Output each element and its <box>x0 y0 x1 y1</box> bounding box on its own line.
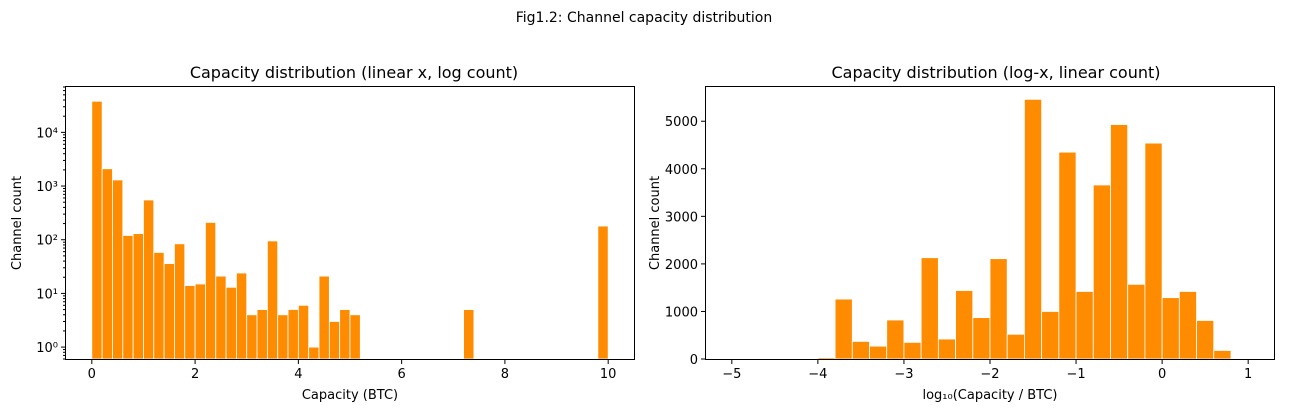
x-tick-label: 6 <box>397 367 405 382</box>
left-chart: Capacity distribution (linear x, log cou… <box>10 63 635 403</box>
y-tick-label: 5000 <box>665 115 698 130</box>
right-chart-y-ticks: 0 1000 2000 3000 4000 5000 <box>665 115 706 368</box>
bar <box>920 257 939 360</box>
bar <box>163 263 175 360</box>
bar <box>1127 283 1146 360</box>
bar <box>1058 151 1077 360</box>
left-chart-title: Capacity distribution (linear x, log cou… <box>190 63 518 82</box>
bar <box>1196 320 1215 360</box>
left-chart-xlabel: Capacity (BTC) <box>302 388 398 403</box>
y-tick-label: 10⁴ <box>36 126 58 141</box>
x-tick-label: 4 <box>294 367 302 382</box>
bar <box>174 243 186 360</box>
bar <box>339 309 351 360</box>
left-chart-bars <box>91 100 609 360</box>
bar <box>1024 98 1043 360</box>
bar <box>1075 291 1094 360</box>
bar <box>235 272 248 360</box>
right-chart: Capacity distribution (log-x, linear cou… <box>648 63 1275 403</box>
bar <box>972 317 991 360</box>
bar <box>246 314 258 360</box>
bar <box>1144 142 1163 360</box>
bar <box>308 346 320 360</box>
right-chart-xlabel: log₁₀(Capacity / BTC) <box>922 388 1057 403</box>
x-tick-label: −4 <box>808 367 827 382</box>
bar <box>851 341 870 360</box>
x-tick-label: 0 <box>1158 367 1166 382</box>
bar <box>1092 184 1111 360</box>
bar <box>328 321 341 360</box>
left-chart-ylabel: Channel count <box>10 176 25 270</box>
x-tick-label: −5 <box>722 367 741 382</box>
bar <box>112 179 124 360</box>
bar <box>834 298 853 360</box>
bar <box>989 258 1008 360</box>
bar <box>869 345 888 360</box>
bar <box>1178 291 1197 360</box>
bar <box>817 357 836 360</box>
left-chart-x-ticks: 0 2 4 6 8 10 <box>88 359 617 382</box>
y-tick-label: 10⁰ <box>36 341 58 356</box>
left-chart-y-ticks: 10⁰ 10¹ 10² 10³ 10⁴ <box>36 86 66 360</box>
y-tick-label: 2000 <box>665 258 698 273</box>
right-chart-bars <box>731 98 1232 360</box>
bar <box>287 309 299 360</box>
bar <box>1006 333 1025 360</box>
y-tick-label: 10³ <box>36 180 58 195</box>
bar <box>1213 350 1232 360</box>
bar <box>349 314 361 360</box>
y-tick-label: 4000 <box>665 163 698 178</box>
right-chart-ylabel: Channel count <box>648 176 663 270</box>
bar <box>194 283 206 360</box>
figure-suptitle: Fig1.2: Channel capacity distribution <box>516 10 773 26</box>
bar <box>225 286 237 360</box>
bar <box>256 309 268 360</box>
y-tick-label: 10¹ <box>36 287 58 302</box>
right-chart-title: Capacity distribution (log-x, linear cou… <box>831 63 1160 82</box>
bar <box>955 290 974 360</box>
x-tick-label: 10 <box>600 367 617 382</box>
bar <box>101 168 113 360</box>
bar <box>597 225 609 360</box>
bar <box>266 240 279 360</box>
y-tick-label: 10² <box>36 234 58 249</box>
bar <box>153 252 165 360</box>
bar <box>205 222 217 360</box>
bar <box>903 341 922 360</box>
y-tick-label: 1000 <box>665 305 698 320</box>
x-tick-label: −1 <box>1066 367 1085 382</box>
left-chart-frame <box>65 86 635 360</box>
bar <box>1161 297 1180 360</box>
right-chart-x-ticks: −5 −4 −3 −2 −1 0 1 <box>722 359 1252 382</box>
x-tick-label: 1 <box>1244 367 1252 382</box>
bar <box>1110 124 1129 360</box>
bar <box>318 275 330 360</box>
bar <box>132 233 144 360</box>
bar <box>215 275 227 360</box>
x-tick-label: 2 <box>191 367 199 382</box>
bar <box>143 199 155 360</box>
bar <box>1041 311 1060 360</box>
right-chart-frame <box>705 86 1275 360</box>
bar <box>91 100 103 360</box>
x-tick-label: 0 <box>88 367 96 382</box>
x-tick-label: −3 <box>894 367 913 382</box>
y-tick-label: 3000 <box>665 210 698 225</box>
bar <box>886 319 905 360</box>
bar <box>122 235 134 360</box>
bar <box>937 338 956 360</box>
bar <box>297 304 310 360</box>
x-tick-label: −2 <box>980 367 999 382</box>
bar <box>277 314 289 360</box>
bar <box>463 309 475 360</box>
y-tick-label: 0 <box>690 353 698 368</box>
bar <box>184 285 196 360</box>
x-tick-label: 8 <box>501 367 509 382</box>
